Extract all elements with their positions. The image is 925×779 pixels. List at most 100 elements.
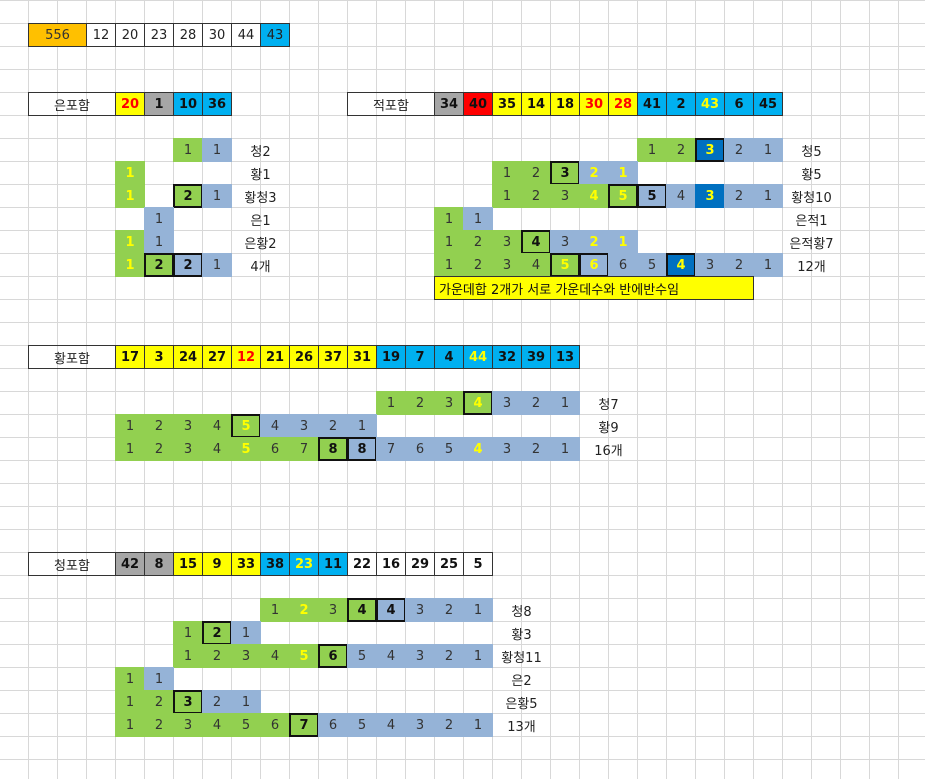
cheong-row-4-cell: 2	[144, 690, 174, 714]
cheong-row-5-cell: 3	[173, 713, 203, 737]
jeok-row-5-cell: 2	[724, 253, 754, 277]
cheong-row-2-cell: 2	[434, 644, 464, 668]
cheong-row-4-cell: 1	[115, 690, 145, 714]
cheong-header-value-4: 33	[231, 552, 261, 576]
hwang-row-0-cell: 1	[376, 391, 406, 415]
cheong-header-value-10: 29	[405, 552, 435, 576]
cheong-header-value-11: 25	[434, 552, 464, 576]
jeok-header-value-3: 14	[521, 92, 551, 116]
cheong-row-2-cell: 5	[289, 644, 319, 668]
eun-row-5-cell: 2	[173, 253, 203, 277]
cheong-header-value-1: 8	[144, 552, 174, 576]
cheong-row-3-cell: 1	[144, 667, 174, 691]
cheong-header-value-0: 42	[115, 552, 145, 576]
cheong-header-value-5: 38	[260, 552, 290, 576]
cheong-row-2-cell: 1	[463, 644, 493, 668]
hwang-row-0-cell: 3	[434, 391, 464, 415]
jeok-row-1-cell: 1	[492, 161, 522, 185]
cheong-row-5-cell: 6	[260, 713, 290, 737]
jeok-note: 가운데합 2개가 서로 가운데수와 반에반수임	[434, 276, 754, 300]
hwang-row-2-cell: 2	[144, 437, 174, 461]
eun-header-label: 은포함	[28, 92, 116, 116]
cheong-row-5-cell: 2	[434, 713, 464, 737]
hwang-header-value-14: 39	[521, 345, 551, 369]
jeok-header-value-8: 2	[666, 92, 696, 116]
hwang-header-value-8: 31	[347, 345, 377, 369]
jeok-row-5-cell: 2	[463, 253, 493, 277]
cheong-row-5-cell: 1	[115, 713, 145, 737]
cheong-header-value-12: 5	[463, 552, 493, 576]
hwang-header-value-0: 17	[115, 345, 145, 369]
jeok-row-2-label: 황청10	[791, 190, 832, 206]
eun-row-1-label: 황1	[250, 167, 271, 183]
eun-row-5-cell: 2	[144, 253, 174, 277]
jeok-row-3-cell: 1	[463, 207, 493, 231]
jeok-row-1-label: 황5	[801, 167, 822, 183]
jeok-row-5-cell: 3	[695, 253, 725, 277]
cheong-row-0-cell: 1	[463, 598, 493, 622]
eun-row-4-label: 은황2	[244, 236, 277, 252]
hwang-header-value-6: 26	[289, 345, 319, 369]
jeok-row-2-cell: 4	[579, 184, 609, 208]
top-value-3: 23	[144, 23, 174, 47]
hwang-row-1-cell: 3	[289, 414, 319, 438]
hwang-row-0-cell: 2	[405, 391, 435, 415]
cheong-row-3-label: 은2	[511, 673, 532, 689]
hwang-row-2-cell: 3	[173, 437, 203, 461]
hwang-row-1-cell: 4	[202, 414, 232, 438]
hwang-row-0-cell: 2	[521, 391, 551, 415]
jeok-row-5-cell: 4	[521, 253, 551, 277]
jeok-header-value-7: 41	[637, 92, 667, 116]
hwang-row-0-cell: 3	[492, 391, 522, 415]
jeok-row-1-cell: 2	[521, 161, 551, 185]
hwang-row-1-cell: 1	[115, 414, 145, 438]
jeok-row-4-cell: 2	[579, 230, 609, 254]
jeok-row-4-cell: 1	[434, 230, 464, 254]
hwang-header-value-1: 3	[144, 345, 174, 369]
eun-row-1-cell: 1	[115, 161, 145, 185]
cheong-header-value-7: 11	[318, 552, 348, 576]
jeok-row-1-cell: 3	[550, 161, 580, 185]
cheong-header-value-3: 9	[202, 552, 232, 576]
eun-row-5-label: 4개	[250, 259, 271, 275]
eun-row-2-cell: 1	[202, 184, 232, 208]
eun-row-2-label: 황청3	[244, 190, 277, 206]
jeok-row-2-cell: 5	[637, 184, 667, 208]
cheong-row-5-cell: 5	[347, 713, 377, 737]
eun-row-4-cell: 1	[144, 230, 174, 254]
hwang-row-2-cell: 8	[347, 437, 377, 461]
eun-header-value-1: 1	[144, 92, 174, 116]
eun-row-4-cell: 1	[115, 230, 145, 254]
cheong-row-2-cell: 5	[347, 644, 377, 668]
hwang-row-2-cell: 8	[318, 437, 348, 461]
eun-row-0-label: 청2	[250, 144, 271, 160]
cheong-row-0-cell: 2	[289, 598, 319, 622]
jeok-row-2-cell: 5	[608, 184, 638, 208]
jeok-row-2-cell: 2	[724, 184, 754, 208]
cheong-row-2-cell: 3	[405, 644, 435, 668]
hwang-row-0-cell: 4	[463, 391, 493, 415]
hwang-row-1-cell: 4	[260, 414, 290, 438]
cheong-row-5-cell: 3	[405, 713, 435, 737]
jeok-row-2-cell: 3	[550, 184, 580, 208]
eun-row-5-cell: 1	[115, 253, 145, 277]
cheong-row-0-cell: 2	[434, 598, 464, 622]
jeok-header-value-11: 45	[753, 92, 783, 116]
jeok-row-4-cell: 1	[608, 230, 638, 254]
cheong-row-2-cell: 4	[376, 644, 406, 668]
cheong-row-2-cell: 1	[173, 644, 203, 668]
jeok-row-1-cell: 2	[579, 161, 609, 185]
hwang-row-2-cell: 4	[463, 437, 493, 461]
cheong-row-5-cell: 5	[231, 713, 261, 737]
top-value-4: 28	[173, 23, 203, 47]
cheong-row-1-cell: 1	[173, 621, 203, 645]
jeok-row-4-label: 은적황7	[789, 236, 834, 252]
hwang-row-2-cell: 2	[521, 437, 551, 461]
cheong-row-1-cell: 1	[231, 621, 261, 645]
cheong-row-0-label: 청8	[511, 604, 532, 620]
cheong-row-5-cell: 1	[463, 713, 493, 737]
hwang-row-2-cell: 3	[492, 437, 522, 461]
eun-header-value-0: 20	[115, 92, 145, 116]
jeok-header-value-10: 6	[724, 92, 754, 116]
hwang-row-2-cell: 4	[202, 437, 232, 461]
